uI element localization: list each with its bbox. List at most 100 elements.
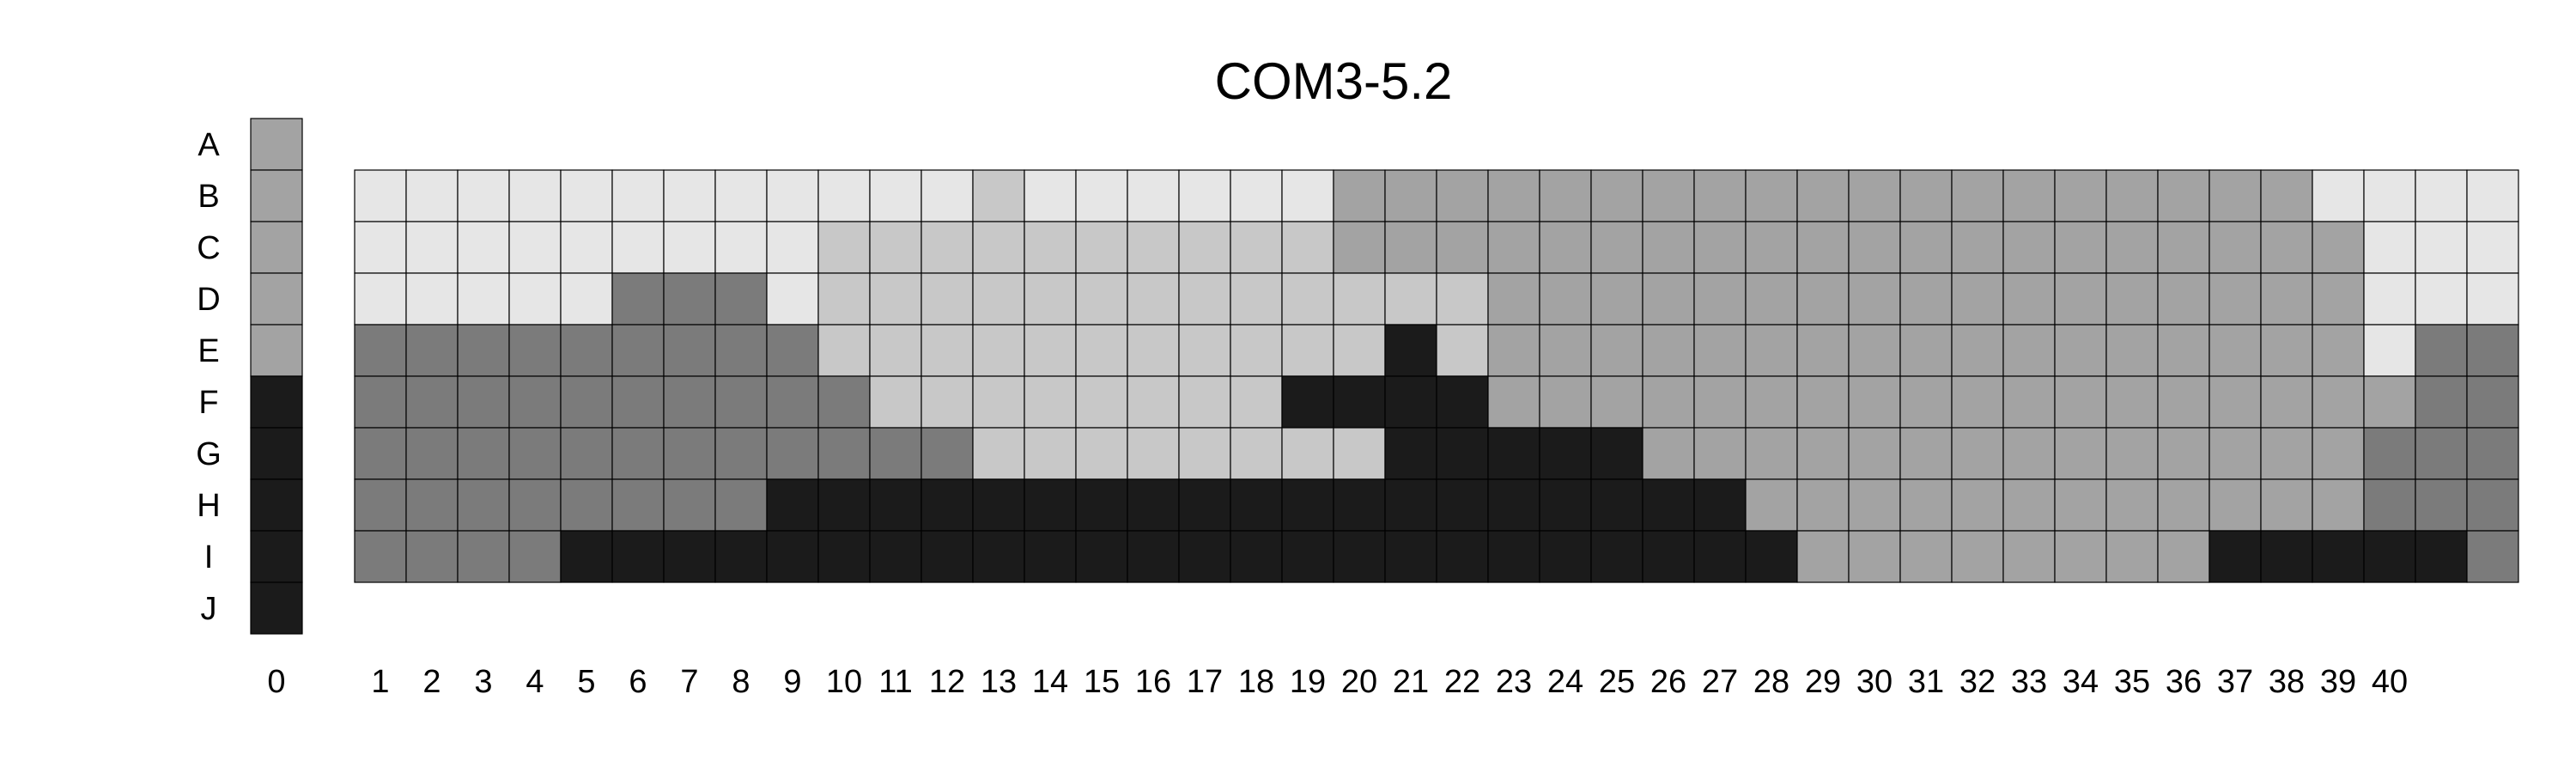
cell-G-19 <box>1281 427 1334 480</box>
cell-I-19 <box>1281 530 1334 583</box>
cell-E-30 <box>1848 324 1901 377</box>
col-tick-12: 12 <box>929 664 965 700</box>
cell-I-17 <box>1178 530 1231 583</box>
cell-I-34 <box>2054 530 2107 583</box>
cell-B-31 <box>1899 169 1953 222</box>
cell-H-10 <box>817 478 871 532</box>
col-tick-26: 26 <box>1650 664 1686 700</box>
cell-G-2 <box>405 427 459 480</box>
col-tick-11: 11 <box>878 664 912 700</box>
cell-H-30 <box>1848 478 1901 532</box>
cell-D-2 <box>405 272 459 326</box>
cell-B-17 <box>1178 169 1231 222</box>
cell-D-22 <box>1436 272 1489 326</box>
cell-G-12 <box>920 427 974 480</box>
cell-C-10 <box>817 221 871 274</box>
cell-B-34 <box>2054 169 2107 222</box>
cell-D-24 <box>1539 272 1592 326</box>
cell-G-4 <box>508 427 562 480</box>
cell-D-29 <box>1796 272 1850 326</box>
col-tick-32: 32 <box>1959 664 1996 700</box>
grid-cells <box>354 169 2519 583</box>
cell-H-36 <box>2157 478 2210 532</box>
col-tick-23: 23 <box>1496 664 1532 700</box>
cell-G-26 <box>1642 427 1695 480</box>
cell-I-2 <box>405 530 459 583</box>
cell-C-8 <box>714 221 768 274</box>
col-tick-31: 31 <box>1908 664 1944 700</box>
cell-F-1 <box>354 375 407 429</box>
cell-H-33 <box>2002 478 2056 532</box>
col-tick-28: 28 <box>1753 664 1789 700</box>
cell-C-39 <box>2312 221 2365 274</box>
cell-D-38 <box>2260 272 2313 326</box>
cell-C-2 <box>405 221 459 274</box>
cell-H-38 <box>2260 478 2313 532</box>
cell-F-18 <box>1230 375 1283 429</box>
cell-B-12 <box>920 169 974 222</box>
cell-H-20 <box>1333 478 1386 532</box>
cell-H-28 <box>1745 478 1798 532</box>
cell-F-21 <box>1384 375 1437 429</box>
cell-I-18 <box>1230 530 1283 583</box>
cell-D-23 <box>1487 272 1540 326</box>
cell-D-4 <box>508 272 562 326</box>
cell-H-6 <box>611 478 665 532</box>
cell-D-40 <box>2363 272 2416 326</box>
cell-H-undefined <box>2415 478 2468 532</box>
cell-E-26 <box>1642 324 1695 377</box>
cell-H-27 <box>1693 478 1747 532</box>
cell-B-33 <box>2002 169 2056 222</box>
cell-I-15 <box>1075 530 1128 583</box>
cell-H-21 <box>1384 478 1437 532</box>
cell-G-16 <box>1127 427 1180 480</box>
cell-H-14 <box>1024 478 1077 532</box>
cell-F-33 <box>2002 375 2056 429</box>
cell-I-27 <box>1693 530 1747 583</box>
key-cell-G <box>250 427 303 480</box>
cell-F-36 <box>2157 375 2210 429</box>
cell-F-undefined <box>2415 375 2468 429</box>
col-tick-21: 21 <box>1393 664 1429 700</box>
cell-H-7 <box>663 478 716 532</box>
cell-F-22 <box>1436 375 1489 429</box>
cell-H-31 <box>1899 478 1953 532</box>
col-tick-14: 14 <box>1032 664 1068 700</box>
cell-I-25 <box>1590 530 1643 583</box>
cell-D-14 <box>1024 272 1077 326</box>
col-tick-29: 29 <box>1805 664 1841 700</box>
cell-D-13 <box>972 272 1025 326</box>
cell-I-26 <box>1642 530 1695 583</box>
cell-E-33 <box>2002 324 2056 377</box>
cell-I-11 <box>869 530 922 583</box>
cell-G-14 <box>1024 427 1077 480</box>
cell-G-17 <box>1178 427 1231 480</box>
cell-I-24 <box>1539 530 1592 583</box>
cell-B-20 <box>1333 169 1386 222</box>
cell-C-32 <box>1951 221 2004 274</box>
cell-I-undefined <box>2466 530 2519 583</box>
cell-D-28 <box>1745 272 1798 326</box>
col-tick-38: 38 <box>2269 664 2305 700</box>
cell-E-25 <box>1590 324 1643 377</box>
cell-E-1 <box>354 324 407 377</box>
cell-F-37 <box>2208 375 2262 429</box>
cell-C-21 <box>1384 221 1437 274</box>
cell-D-16 <box>1127 272 1180 326</box>
row-label-G: G <box>196 436 222 472</box>
cell-C-11 <box>869 221 922 274</box>
cell-C-36 <box>2157 221 2210 274</box>
cell-G-undefined <box>2466 427 2519 480</box>
col-tick-34: 34 <box>2063 664 2099 700</box>
cell-D-34 <box>2054 272 2107 326</box>
cell-B-29 <box>1796 169 1850 222</box>
cell-E-37 <box>2208 324 2262 377</box>
cell-I-22 <box>1436 530 1489 583</box>
column-ticks: 0 1 2 3 4 5 6 7 8 9 10 11 12 13 14 15 16 17 18 19 20 21 22 23 24… <box>267 664 2408 700</box>
cell-G-23 <box>1487 427 1540 480</box>
cell-G-22 <box>1436 427 1489 480</box>
cell-D-36 <box>2157 272 2210 326</box>
cell-F-40 <box>2363 375 2416 429</box>
cell-F-15 <box>1075 375 1128 429</box>
cell-B-30 <box>1848 169 1901 222</box>
